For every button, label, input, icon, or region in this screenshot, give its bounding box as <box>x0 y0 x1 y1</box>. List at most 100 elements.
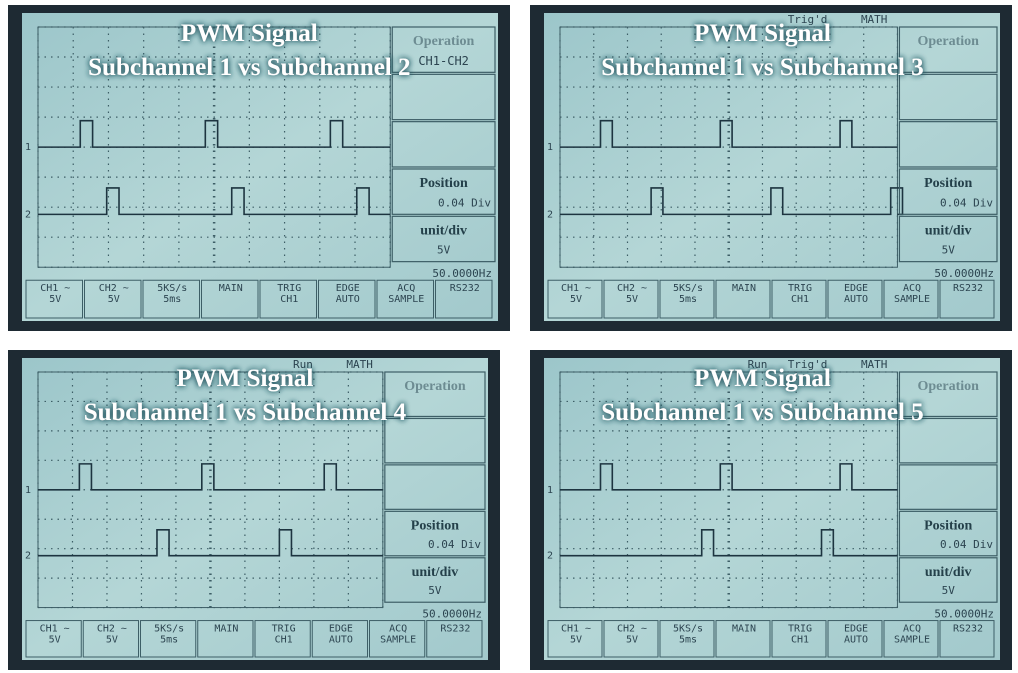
status-text: CH1 ~ <box>561 624 591 635</box>
status-text: SAMPLE <box>894 635 930 646</box>
status-text: AUTO <box>329 635 353 646</box>
trace-label: 1 <box>25 485 31 496</box>
status-text: 5ms <box>679 635 697 646</box>
position-value: 0.04 Div <box>438 196 491 209</box>
status-text: CH1 <box>791 635 809 646</box>
panel-subtitle: Subchannel 1 vs Subchannel 2 <box>88 54 410 81</box>
position-label: Position <box>420 176 468 191</box>
status-text: CH1 <box>275 635 293 646</box>
status-text: CH2 ~ <box>617 624 647 635</box>
position-label: Position <box>411 518 459 533</box>
status-text: 5KS/s <box>154 624 184 635</box>
frequency: 50.0000Hz <box>422 608 482 621</box>
status-text: CH1 ~ <box>40 283 70 294</box>
unit-label: unit/div <box>925 223 972 238</box>
status-text: RS232 <box>450 283 480 294</box>
status-label: MATH <box>861 358 888 371</box>
status-text: SAMPLE <box>388 294 424 305</box>
status-text: TRIG <box>272 624 296 635</box>
menu-title: Operation <box>917 379 979 394</box>
status-text: MAIN <box>214 624 238 635</box>
status-text: RS232 <box>440 624 470 635</box>
unit-label: unit/div <box>412 565 459 580</box>
trace-label: 2 <box>25 209 31 220</box>
frequency: 50.0000Hz <box>934 608 994 621</box>
frequency: 50.0000Hz <box>432 267 492 280</box>
status-text: TRIG <box>788 283 812 294</box>
unit-label: unit/div <box>420 223 467 238</box>
status-text: CH2 ~ <box>99 283 129 294</box>
frequency: 50.0000Hz <box>934 267 994 280</box>
status-text: 5KS/s <box>157 283 187 294</box>
status-text: 5ms <box>160 635 178 646</box>
status-text: 5V <box>626 635 638 646</box>
status-text: CH1 <box>280 294 298 305</box>
status-text: 5KS/s <box>673 283 703 294</box>
panel-subtitle: Subchannel 1 vs Subchannel 5 <box>601 399 923 426</box>
status-text: 5V <box>570 635 582 646</box>
status-text: EDGE <box>844 283 868 294</box>
panel-title: PWM Signal <box>176 365 313 392</box>
position-value: 0.04 Div <box>940 538 993 551</box>
trace-label: 1 <box>547 485 553 496</box>
trace-label: 2 <box>547 551 553 562</box>
status-text: 5V <box>49 635 61 646</box>
status-text: CH2 ~ <box>617 283 647 294</box>
menu-title: Operation <box>917 34 979 49</box>
trace-label: 2 <box>25 551 31 562</box>
status-text: ACQ <box>903 283 921 294</box>
status-text: AUTO <box>844 294 868 305</box>
status-text: EDGE <box>336 283 360 294</box>
status-text: TRIG <box>277 283 301 294</box>
status-text: CH1 ~ <box>40 624 70 635</box>
position-label: Position <box>924 518 972 533</box>
status-text: AUTO <box>844 635 868 646</box>
status-text: TRIG <box>788 624 812 635</box>
figure: 1 2 Operation CH1-CH2 Position 0.04 Div unit/d… <box>0 0 1018 673</box>
unit-value: 5V <box>428 584 442 597</box>
status-text: SAMPLE <box>894 294 930 305</box>
unit-value: 5V <box>437 244 451 257</box>
status-text: EDGE <box>329 624 353 635</box>
unit-value: 5V <box>942 244 956 257</box>
panel-subtitle: Subchannel 1 vs Subchannel 4 <box>84 399 407 426</box>
status-text: MAIN <box>732 624 756 635</box>
status-text: 5ms <box>679 294 697 305</box>
panel-title: PWM Signal <box>181 20 318 47</box>
trace-label: 1 <box>547 142 553 153</box>
status-text: MAIN <box>732 283 756 294</box>
status-text: CH1 ~ <box>561 283 591 294</box>
status-text: MAIN <box>219 283 243 294</box>
panel-title: PWM Signal <box>694 365 831 392</box>
status-text: EDGE <box>844 624 868 635</box>
status-text: 5V <box>108 294 120 305</box>
status-text: ACQ <box>389 624 407 635</box>
status-text: 5KS/s <box>673 624 703 635</box>
status-text: SAMPLE <box>380 635 416 646</box>
status-text: AUTO <box>336 294 360 305</box>
panel-title: PWM Signal <box>694 20 831 47</box>
status-text: 5V <box>49 294 61 305</box>
unit-value: 5V <box>942 584 956 597</box>
status-text: 5V <box>626 294 638 305</box>
panel-subtitle: Subchannel 1 vs Subchannel 3 <box>601 54 923 81</box>
trace-label: 2 <box>547 209 553 220</box>
position-value: 0.04 Div <box>428 538 481 551</box>
status-text: 5V <box>106 635 118 646</box>
menu-title: Operation <box>413 34 475 49</box>
status-label: MATH <box>346 358 373 371</box>
status-text: 5ms <box>163 294 181 305</box>
status-text: 5V <box>570 294 582 305</box>
status-text: RS232 <box>953 283 983 294</box>
status-text: ACQ <box>397 283 415 294</box>
menu-sub: CH1-CH2 <box>418 54 469 68</box>
status-text: CH2 ~ <box>97 624 127 635</box>
unit-label: unit/div <box>925 565 972 580</box>
menu-title: Operation <box>404 379 466 394</box>
status-text: RS232 <box>953 624 983 635</box>
trace-label: 1 <box>25 142 31 153</box>
status-text: CH1 <box>791 294 809 305</box>
status-label: MATH <box>861 13 888 26</box>
position-label: Position <box>924 176 972 191</box>
status-text: ACQ <box>903 624 921 635</box>
